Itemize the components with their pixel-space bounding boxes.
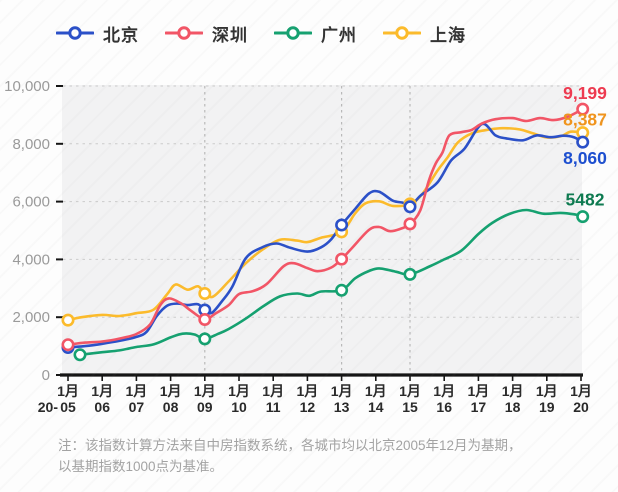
series-line-shanghai <box>66 126 584 322</box>
data-point-marker <box>576 135 590 149</box>
x-tick-month: 1月 <box>160 383 182 399</box>
x-tick-month: 1月 <box>433 383 455 399</box>
legend-line-marker-icon <box>383 26 421 40</box>
legend-item-guangzhou: 广州 <box>274 21 357 46</box>
legend-line-marker-icon <box>274 26 312 40</box>
end-value-label-shanghai: 8,387 <box>563 110 607 130</box>
x-tick-month: 1月 <box>91 383 113 399</box>
x-tick-year: 13 <box>334 399 350 415</box>
y-tick-label: 8,000 <box>12 136 50 153</box>
y-tick-label: 0 <box>42 367 50 384</box>
x-tick-month: 1月 <box>228 383 250 399</box>
series-line-beijing <box>66 122 584 349</box>
data-point-marker <box>403 267 417 281</box>
x-tick-year: 20 <box>573 399 589 415</box>
x-tick-year: 18 <box>505 399 521 415</box>
x-tick-month: 1月 <box>399 383 421 399</box>
legend-line-marker-icon <box>56 26 94 40</box>
y-axis: 0 2,000 4,000 6,000 8,000 10,000 <box>4 78 582 384</box>
data-point-marker <box>61 338 75 352</box>
y-tick-label: 4,000 <box>12 251 50 268</box>
legend-label: 深圳 <box>212 25 248 45</box>
x-tick-month: 1月 <box>365 383 387 399</box>
data-point-marker <box>335 252 349 266</box>
data-point-marker <box>198 287 212 301</box>
y-tick-label: 10,000 <box>4 78 50 95</box>
data-point-marker <box>403 217 417 231</box>
x-tick-month: 1月 <box>536 383 558 399</box>
x-tick-year: 08 <box>163 399 179 415</box>
x-axis: 1月051月061月071月081月091月101月111月121月131月14… <box>38 373 592 415</box>
data-point-marker <box>61 313 75 327</box>
legend-line-marker-icon <box>165 26 203 40</box>
x-tick-year: 05 <box>60 399 76 415</box>
x-tick-month: 1月 <box>126 383 148 399</box>
x-tick-year: 19 <box>539 399 555 415</box>
x-tick-year: 17 <box>471 399 487 415</box>
x-tick-year: 07 <box>129 399 145 415</box>
chart-area: 0 2,000 4,000 6,000 8,000 10,000 1月 05 1月 06 1月 07 1… <box>0 68 618 420</box>
footnote-line-1: 注：该指数计算方法来自中房指数系统，各城市均以北京2005年12月为基期， <box>58 438 522 453</box>
data-point-marker <box>198 332 212 346</box>
x-tick-month: 1月 <box>194 383 216 399</box>
series-markers-shanghai <box>61 126 590 327</box>
end-value-labels: 8,387 5482 8,060 9,199 <box>563 83 607 210</box>
x-axis-century-prefix: 20- <box>38 399 59 415</box>
x-tick-month: 1月 <box>331 383 353 399</box>
data-point-marker <box>403 200 417 214</box>
end-value-label-beijing: 8,060 <box>563 148 607 168</box>
footnote: 注：该指数计算方法来自中房指数系统，各城市均以北京2005年12月为基期， 以基… <box>58 436 588 478</box>
data-point-marker <box>335 218 349 232</box>
legend-item-shenzhen: 深圳 <box>165 21 248 46</box>
legend-label: 上海 <box>430 25 466 45</box>
legend-item-shanghai: 上海 <box>383 21 466 46</box>
end-value-label-guangzhou: 5482 <box>566 190 605 210</box>
legend: 北京 深圳 广州 上海 <box>56 20 466 46</box>
x-tick-year: 14 <box>368 399 384 415</box>
x-tick-month: 1月 <box>468 383 490 399</box>
x-tick-year: 10 <box>231 399 247 415</box>
x-tick-month: 1月 <box>502 383 524 399</box>
data-point-marker <box>576 102 590 116</box>
end-value-label-shenzhen: 9,199 <box>563 83 607 103</box>
x-tick-year: 12 <box>300 399 316 415</box>
x-tick-month: 1月 <box>57 383 79 399</box>
legend-label: 北京 <box>103 25 139 45</box>
data-point-marker <box>335 283 349 297</box>
series-line-guangzhou <box>78 208 584 357</box>
data-point-marker <box>73 348 87 362</box>
series-markers-shenzhen <box>61 102 590 352</box>
legend-label: 广州 <box>321 25 357 45</box>
price-index-chart: 02,0004,0006,0008,00010,0001月051月061月071… <box>4 78 607 415</box>
data-point-marker <box>198 313 212 327</box>
y-tick-label: 6,000 <box>12 194 50 211</box>
x-tick-year: 09 <box>197 399 213 415</box>
x-tick-month: 1月 <box>570 383 592 399</box>
x-tick-year: 15 <box>402 399 418 415</box>
legend-item-beijing: 北京 <box>56 21 139 46</box>
x-tick-year: 11 <box>266 399 281 415</box>
x-tick-month: 1月 <box>297 383 319 399</box>
x-tick-year: 06 <box>94 399 110 415</box>
footnote-line-2: 以基期指数1000点为基准。 <box>58 458 224 474</box>
x-tick-year: 16 <box>436 399 452 415</box>
y-tick-label: 2,000 <box>12 309 50 326</box>
x-tick-month: 1月 <box>262 383 284 399</box>
data-point-marker <box>576 210 590 224</box>
series-markers-guangzhou <box>73 210 590 362</box>
